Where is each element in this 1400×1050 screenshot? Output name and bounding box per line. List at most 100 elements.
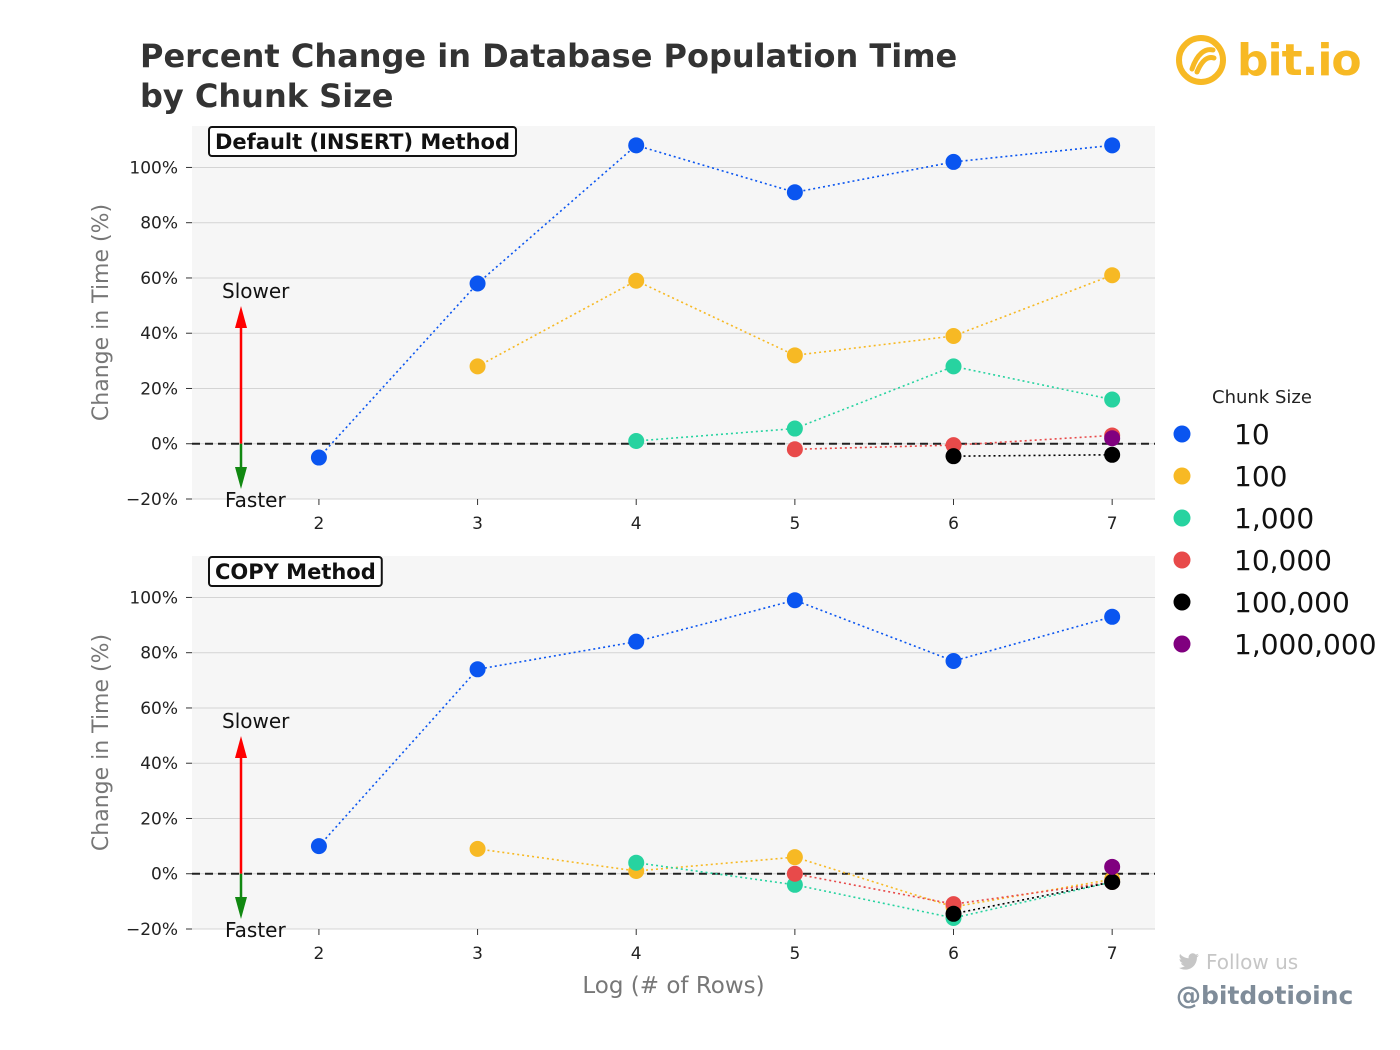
data-point [469, 275, 486, 292]
chart-panel-2: −20% 0% 20% 40% 60% 80% 100% 2 3 4 5 6 7 Change in Ti… [89, 556, 1155, 999]
legend-title: Chunk Size [1212, 387, 1312, 408]
slower-arrowhead [235, 306, 247, 328]
y-tick-label: 80% [140, 644, 178, 664]
data-point [469, 840, 486, 857]
y-axis-label: Change in Time (%) [89, 634, 114, 851]
data-point [786, 347, 803, 364]
data-point [1104, 391, 1121, 408]
panel-label: Default (INSERT) Method [215, 130, 510, 154]
data-point [1104, 446, 1121, 463]
x-tick-label: 6 [948, 944, 959, 964]
chart-panel-1: −20% 0% 20% 40% 60% 80% 100% 2 3 4 5 6 7 Change in Ti… [89, 126, 1155, 534]
legend-marker [1173, 509, 1191, 527]
data-point [310, 838, 327, 855]
y-tick-label: 80% [140, 214, 178, 234]
brand-name: bit.io [1237, 34, 1362, 86]
faster-annotation: Faster [225, 488, 286, 512]
x-axis-label: Log (# of Rows) [582, 973, 764, 999]
data-point [786, 441, 803, 458]
plot-background [192, 556, 1155, 929]
y-tick-label: 20% [140, 379, 178, 399]
data-point [786, 849, 803, 866]
series-line [953, 453, 1113, 457]
y-tick-label: 0% [151, 865, 178, 885]
legend-label: 100 [1234, 460, 1287, 493]
legend: Chunk Size 10 100 1,000 10,000 100,000 1,000,0… [1173, 387, 1377, 661]
x-tick-label: 2 [314, 944, 325, 964]
series-line [636, 861, 1113, 919]
slower-arrowhead [235, 736, 247, 758]
legend-label: 1,000 [1234, 502, 1314, 535]
brand-logo: bit.io [1175, 30, 1362, 90]
bitio-logo-icon [1176, 35, 1226, 85]
y-tick-label: 100% [129, 158, 178, 178]
legend-marker [1173, 593, 1191, 611]
series-line [318, 144, 1113, 459]
data-point [628, 633, 645, 650]
data-point [786, 865, 803, 882]
x-tick-label: 7 [1107, 514, 1118, 534]
panel-label-box [208, 556, 383, 587]
data-point [1104, 874, 1121, 891]
legend-marker [1173, 467, 1191, 485]
data-point [786, 876, 803, 893]
y-tick-label: 60% [140, 269, 178, 289]
x-tick-label: 2 [314, 514, 325, 534]
data-point [786, 592, 803, 609]
y-tick-label: 20% [140, 809, 178, 829]
y-axis-label: Change in Time (%) [89, 204, 114, 421]
chart-title: Percent Change in Database Population Ti… [140, 36, 957, 116]
follow-text: Follow us [1206, 950, 1299, 974]
slower-annotation: Slower [222, 709, 290, 733]
y-tick-label: −20% [126, 490, 178, 510]
legend-marker [1173, 425, 1191, 443]
data-point [469, 358, 486, 375]
x-tick-label: 7 [1107, 944, 1118, 964]
data-point [945, 905, 962, 922]
series-line [636, 365, 1113, 442]
data-point [1104, 137, 1121, 154]
legend-label: 10 [1234, 418, 1270, 451]
x-tick-label: 4 [631, 514, 642, 534]
x-tick-label: 5 [789, 944, 800, 964]
y-tick-label: 100% [129, 588, 178, 608]
data-point [945, 448, 962, 465]
series-line [953, 881, 1113, 915]
data-point [786, 184, 803, 201]
y-tick-label: 40% [140, 324, 178, 344]
x-tick-label: 5 [789, 514, 800, 534]
plot-background [192, 126, 1155, 499]
data-point [945, 358, 962, 375]
data-point [469, 661, 486, 678]
data-point [628, 432, 645, 449]
data-point [945, 327, 962, 344]
y-tick-label: 60% [140, 699, 178, 719]
y-tick-label: 0% [151, 435, 178, 455]
faster-arrowhead [235, 897, 247, 919]
data-point [310, 449, 327, 466]
data-point [1104, 608, 1121, 625]
follow-us: Follow us [1178, 950, 1298, 974]
panel-label-box [208, 126, 517, 157]
panel-label: COPY Method [215, 560, 376, 584]
series-line [318, 599, 1113, 847]
data-point [628, 137, 645, 154]
y-tick-label: 40% [140, 754, 178, 774]
x-tick-label: 3 [472, 514, 483, 534]
data-point [1104, 430, 1121, 447]
x-tick-label: 6 [948, 514, 959, 534]
legend-label: 1,000,000 [1234, 628, 1377, 661]
legend-marker [1173, 551, 1191, 569]
faster-arrowhead [235, 467, 247, 489]
y-tick-label: −20% [126, 920, 178, 940]
title-line-1: Percent Change in Database Population Ti… [140, 37, 958, 75]
data-point [628, 854, 645, 871]
twitter-handle: @bitdotioinc [1176, 981, 1354, 1010]
data-point [1104, 267, 1121, 284]
data-point [1104, 858, 1121, 875]
x-tick-label: 3 [472, 944, 483, 964]
data-point [945, 153, 962, 170]
legend-label: 100,000 [1234, 586, 1350, 619]
data-point [628, 272, 645, 289]
